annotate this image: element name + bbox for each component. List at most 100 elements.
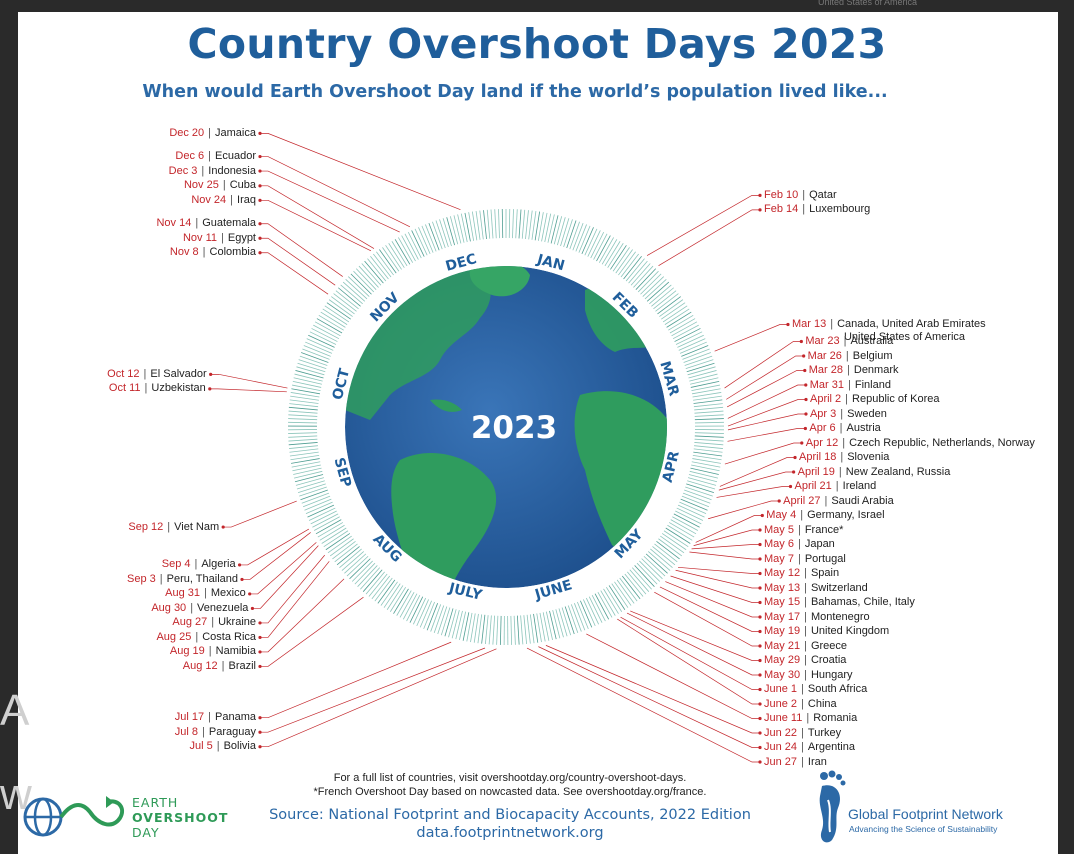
overshoot-date: May 5 xyxy=(764,523,794,536)
leader-dot xyxy=(758,644,762,648)
day-tick xyxy=(510,615,513,645)
country-name: Algeria xyxy=(201,558,236,571)
separator: | xyxy=(806,712,810,724)
leader-line xyxy=(693,529,760,546)
country-label: Nov 14 | Guatemala xyxy=(156,217,256,230)
month-label: OCT xyxy=(330,367,354,402)
country-name: Luxembourg xyxy=(809,203,871,216)
day-tick xyxy=(357,565,378,587)
day-tick xyxy=(692,458,722,464)
day-tick xyxy=(593,233,608,260)
day-tick xyxy=(666,311,692,328)
day-tick xyxy=(575,224,587,252)
overshoot-date: May 30 xyxy=(764,668,801,681)
leader-dot xyxy=(804,383,808,387)
day-tick xyxy=(349,558,371,580)
day-tick xyxy=(690,467,719,475)
separator: | xyxy=(801,741,804,753)
country-name: Portugal xyxy=(804,552,846,565)
day-tick xyxy=(360,567,381,590)
overshoot-date: Aug 30 xyxy=(151,601,187,614)
country-name: Panama xyxy=(215,711,256,724)
day-tick xyxy=(411,230,425,257)
leader-dot xyxy=(208,387,212,391)
separator: | xyxy=(847,364,850,376)
overshoot-date: Feb 14 xyxy=(764,203,799,216)
leader-dot xyxy=(758,193,762,197)
day-tick xyxy=(625,258,645,282)
country-name: New Zealand, Russia xyxy=(845,465,951,478)
separator: | xyxy=(204,587,207,600)
country-name: Peru, Thailand xyxy=(166,572,238,585)
day-tick xyxy=(292,380,322,388)
day-tick xyxy=(600,590,616,616)
country-label: Apr 6 | Austria xyxy=(809,422,880,435)
country-label: Aug 31 | Mexico xyxy=(165,587,246,600)
day-tick xyxy=(642,276,665,297)
leader-dot xyxy=(258,621,262,625)
overshoot-date: May 19 xyxy=(764,625,801,637)
country-label: Sep 4 | Algeria xyxy=(162,558,236,571)
overshoot-date: Apr 6 xyxy=(809,422,836,434)
day-tick xyxy=(293,467,322,475)
leader-dot xyxy=(777,499,781,503)
country-name: Spain xyxy=(810,567,840,579)
day-tick xyxy=(345,278,368,300)
leader-dot xyxy=(758,687,762,692)
day-tick xyxy=(437,606,448,635)
leader-dot xyxy=(758,542,762,547)
leader-dot xyxy=(258,184,262,188)
separator: | xyxy=(159,572,163,585)
country-label: June 2 | China xyxy=(764,698,837,711)
day-tick xyxy=(468,212,475,241)
leader-dot xyxy=(758,528,762,532)
country-label: Aug 27 | Ukraine xyxy=(172,616,256,629)
day-tick xyxy=(689,373,718,382)
page-subtitle: When would Earth Overshoot Day land if t… xyxy=(142,82,888,102)
footnote-list: For a full list of countries, visit over… xyxy=(333,772,687,784)
overshoot-date: Mar 28 xyxy=(808,364,844,376)
overshoot-date: May 21 xyxy=(764,639,801,652)
day-tick xyxy=(365,571,385,595)
day-tick xyxy=(291,388,321,395)
day-tick xyxy=(682,348,710,360)
day-tick xyxy=(432,221,443,250)
country-name: Costa Rica xyxy=(202,630,256,643)
overshoot-date: April 18 xyxy=(799,451,837,463)
day-tick xyxy=(675,331,703,345)
day-tick xyxy=(516,615,520,645)
day-tick xyxy=(409,596,424,623)
leader-dot xyxy=(258,236,262,240)
day-tick xyxy=(394,239,411,265)
country-label: May 4 | Germany, Israel xyxy=(766,509,884,522)
day-tick xyxy=(637,270,659,293)
day-tick xyxy=(528,210,533,240)
day-tick xyxy=(550,215,559,244)
day-tick xyxy=(604,241,621,267)
leader-dot xyxy=(240,577,244,582)
day-tick xyxy=(288,414,318,417)
country-name: United States of America xyxy=(843,331,966,344)
day-tick xyxy=(564,606,575,635)
day-tick xyxy=(367,258,387,282)
separator: | xyxy=(208,150,212,163)
overshoot-date: Mar 13 xyxy=(791,318,827,331)
day-tick xyxy=(336,546,360,566)
country-label: Feb 10 | Qatar xyxy=(764,189,837,202)
separator: | xyxy=(804,610,807,623)
leader-line xyxy=(260,578,345,653)
day-tick xyxy=(573,603,586,631)
overshoot-date: Dec 20 xyxy=(169,126,205,139)
separator: | xyxy=(804,639,807,652)
country-name: Egypt xyxy=(227,231,256,244)
background-text-top: United States of America xyxy=(818,0,918,7)
separator: | xyxy=(840,451,844,463)
day-tick xyxy=(307,504,335,518)
day-tick xyxy=(580,600,593,628)
leader-line xyxy=(260,561,330,638)
country-name: Denmark xyxy=(853,364,899,376)
day-tick xyxy=(552,610,561,639)
day-tick xyxy=(339,548,362,568)
country-name: Ecuador xyxy=(215,150,256,163)
